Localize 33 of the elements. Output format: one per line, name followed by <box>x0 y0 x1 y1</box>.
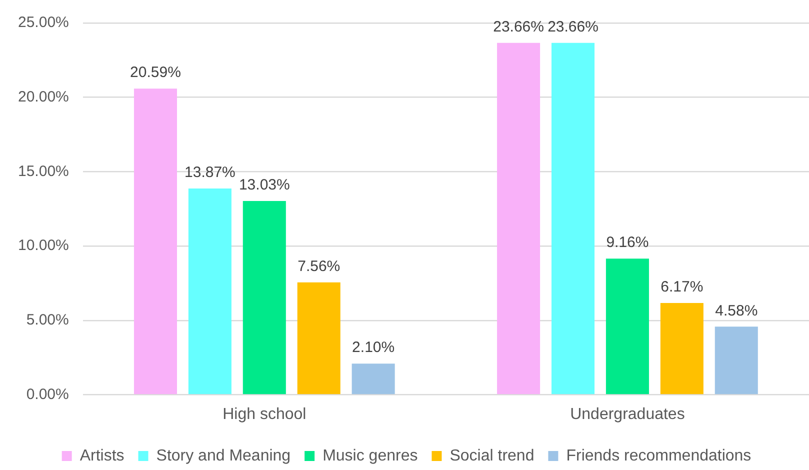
data-label: 6.17% <box>660 278 704 296</box>
legend-label: Friends recommendations <box>566 447 752 464</box>
data-label: 4.58% <box>715 302 758 320</box>
y-tick-label: 5.00% <box>26 312 69 329</box>
x-tick-label: High school <box>222 406 306 423</box>
data-label: 20.59% <box>130 64 181 82</box>
bar <box>551 42 595 394</box>
bar <box>352 364 395 394</box>
bar <box>188 188 232 394</box>
y-tick-label: 25.00% <box>18 14 69 32</box>
bar <box>497 42 540 394</box>
legend-label: Story and Meaning <box>156 447 291 464</box>
bar <box>714 326 758 394</box>
data-label: 9.16% <box>606 234 649 252</box>
legend-label: Social trend <box>450 447 534 464</box>
bar <box>134 88 177 394</box>
data-label: 23.66% <box>493 18 544 36</box>
data-label: 2.10% <box>352 339 395 356</box>
bar <box>297 282 340 394</box>
y-tick-label: 10.00% <box>18 237 69 254</box>
y-tick-label: 20.00% <box>18 88 69 106</box>
bar <box>242 201 286 394</box>
data-label: 13.03% <box>238 176 290 194</box>
bar <box>606 258 649 394</box>
y-tick-label: 0.00% <box>26 386 69 403</box>
legend-label: Artists <box>80 447 124 464</box>
data-label: 7.56% <box>298 258 340 276</box>
data-label: 13.87% <box>184 164 236 182</box>
legend-label: Music genres <box>322 447 418 464</box>
y-tick-label: 15.00% <box>18 162 69 180</box>
data-label: 23.66% <box>548 18 598 36</box>
bar <box>660 303 704 394</box>
x-tick-label: Undergraduates <box>570 406 685 423</box>
